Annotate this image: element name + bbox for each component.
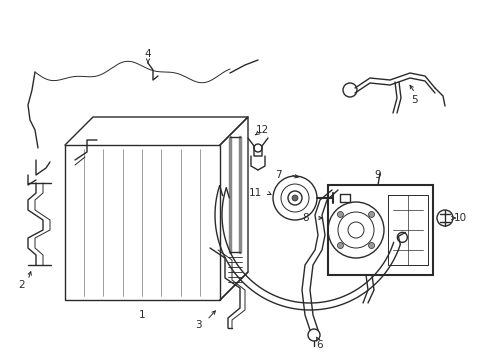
Circle shape: [368, 243, 374, 248]
Circle shape: [337, 243, 343, 248]
Text: 10: 10: [452, 213, 466, 223]
Circle shape: [337, 211, 343, 217]
Text: 1: 1: [139, 310, 145, 320]
Text: 7: 7: [274, 170, 281, 180]
Circle shape: [291, 195, 297, 201]
Text: 9: 9: [374, 170, 381, 180]
Text: 3: 3: [194, 320, 201, 330]
Text: 12: 12: [255, 125, 268, 135]
Text: 2: 2: [19, 280, 25, 290]
Text: 6: 6: [316, 340, 323, 350]
Text: 4: 4: [144, 49, 151, 59]
Text: 11: 11: [248, 188, 261, 198]
Text: 8: 8: [302, 213, 309, 223]
Circle shape: [368, 211, 374, 217]
Text: 5: 5: [411, 95, 417, 105]
Bar: [327, 185, 432, 275]
